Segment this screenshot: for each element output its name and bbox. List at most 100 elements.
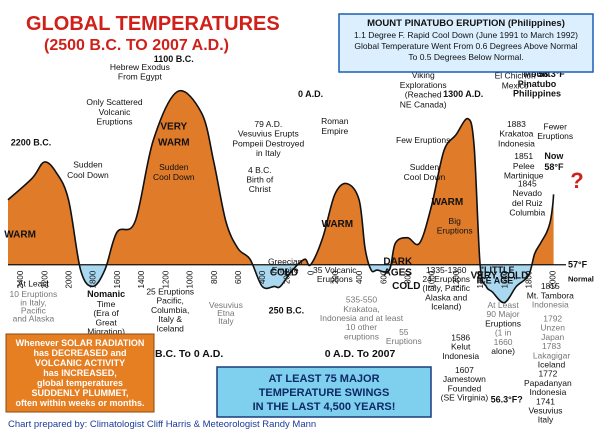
annotation-text: Indonesia [529, 387, 566, 397]
annotation-text: 4 B.C. [248, 165, 272, 175]
annotation-text: Viking [412, 70, 435, 80]
annotation-text: Only Scattered [86, 97, 142, 107]
period-label: WARM [432, 197, 464, 208]
annotation-text: Krakatoa, [343, 304, 379, 314]
annotation-text: eruptions [344, 331, 379, 341]
period-label: VERY [160, 122, 187, 133]
annotation-text: Hebrew Exodus [110, 62, 170, 72]
temperature-swings-box: AT LEAST 75 MAJOR TEMPERATURE SWINGS IN … [216, 366, 432, 418]
swings-line-3: IN THE LAST 4,500 YEARS! [253, 401, 396, 413]
annotation-text: Roman [321, 116, 349, 126]
annotation-text: Migration) [87, 327, 125, 337]
annotation-text: 58°F [544, 162, 564, 172]
annotation-text: Indonesia [442, 351, 479, 361]
annotation-text: (1 in [495, 328, 512, 338]
annotation-text: Now [544, 151, 564, 161]
annotation-text: Eruptions [317, 274, 353, 284]
annotation-text: Pacific, [156, 296, 183, 306]
info-box-line-3: To 0.5 Degrees Below Normal. [408, 52, 523, 62]
annotation-text: Empire [321, 126, 348, 136]
swings-line-2: TEMPERATURE SWINGS [259, 387, 390, 399]
period-label: DARK [383, 257, 413, 268]
annotation-text: and Alaska [13, 314, 55, 324]
cold-area [79, 264, 532, 303]
x-tick-label: 1400 [476, 270, 485, 288]
axis-legend-right: 0 A.D. To 2007 [325, 348, 396, 360]
x-tick-label: 2400 [16, 270, 25, 288]
annotation-text: 35 Volcanic [313, 265, 357, 275]
x-tick-label: 600 [379, 270, 388, 284]
info-box-title: MOUNT PINATUBO ERUPTION (Philippines) [367, 18, 565, 29]
solar-line-2: has DECREASED and [33, 348, 126, 358]
solar-line-5: global temperatures [37, 378, 123, 388]
annotation-text: Fewer [543, 122, 567, 132]
annotation-text: 0 A.D. [298, 89, 323, 99]
annotation-text: 56.3°F? [491, 395, 523, 405]
annotation-text: 1851 [514, 151, 533, 161]
annotation-text: Kelut [451, 342, 471, 352]
annotation-text: Mount [524, 69, 551, 79]
temperature-curve [7, 89, 555, 304]
solar-line-6: SUDDENLY PLUMMET, [31, 388, 128, 398]
annotation-text: At Least [488, 300, 520, 310]
x-tick-label: 1800 [89, 270, 98, 288]
annotation-text: Eruptions [97, 117, 133, 127]
annotation-text: Empire [272, 265, 299, 275]
annotation-text: Nomanic [87, 289, 125, 299]
annotation-text: 1660 [494, 337, 513, 347]
annotation-text: 535-550 [346, 295, 377, 305]
annotation-text: Indonesia and at least [320, 313, 404, 323]
annotation-text: El Chichon [495, 71, 536, 81]
annotation-text: Iceland [156, 323, 184, 333]
x-tick-label: 1400 [137, 270, 146, 288]
annotation-text: Iceland) [431, 302, 461, 312]
baseline-sub-label: Normal [568, 275, 594, 284]
annotation-text: Papadanyan [524, 378, 572, 388]
annotation-text: Pacific [21, 305, 47, 315]
x-tick-label: 200 [331, 270, 340, 284]
annotation-text: 10 Eruptions [10, 289, 58, 299]
annotation-text: in Italy, [20, 297, 46, 307]
annotation-text: Mexico [502, 80, 529, 90]
annotation-text: 1586 [451, 333, 470, 343]
x-axis-ticks: 2400 2200 2000 1800 1600 1400 1200 1000 800 600 40… [16, 270, 558, 288]
annotation-text: 250 B.C. [269, 305, 305, 315]
solar-line-1: Whenever SOLAR RADIATION [16, 338, 145, 348]
annotation-text: 1335-1360 [426, 265, 467, 275]
chart-subtitle: (2500 B.C. TO 2007 A.D.) [44, 37, 229, 54]
annotation-text: 1607 [455, 365, 474, 375]
x-tick-label: 0 [307, 270, 316, 275]
question-mark: ? [570, 168, 583, 193]
baseline-label: 57°F [568, 260, 588, 270]
annotation-text: Founded [448, 383, 482, 393]
x-tick-label: 1600 [113, 270, 122, 288]
period-label: AGES [384, 268, 413, 279]
annotation-text: Explorations [400, 80, 447, 90]
annotation-text: Eruptions [386, 336, 422, 346]
solar-line-7: often within weeks or months. [15, 398, 144, 408]
annotation-text: Pelee [513, 161, 535, 171]
annotation-text: Cool Down [67, 170, 109, 180]
annotation-text: alone) [491, 346, 515, 356]
annotation-text: Big [449, 216, 462, 226]
annotation-text: (Reached [405, 90, 442, 100]
annotation-text: Volcanic [99, 107, 131, 117]
period-label: VERY COLD [471, 270, 529, 281]
annotation-text: "LITTLE [480, 265, 515, 275]
solar-line-3: VOLCANIC ACTIVITY [35, 358, 125, 368]
swings-line-1: AT LEAST 75 MAJOR [268, 373, 379, 385]
chart-credit: Chart prepared by: Climatologist Cliff H… [8, 419, 316, 430]
annotation-text: Eruptions [537, 131, 573, 141]
pinatubo-info-box: MOUNT PINATUBO ERUPTION (Philippines) 1.… [338, 13, 594, 73]
annotation-text: Indonesia [498, 138, 535, 148]
annotation-text: Vesuvius [528, 406, 562, 416]
chart-title: GLOBAL TEMPERATURES [26, 13, 280, 35]
annotation-text: 1883 [507, 119, 526, 129]
annotation-text: Martinique [504, 171, 544, 181]
annotation-text: Columbia, [151, 305, 189, 315]
annotation-text: 1741 [536, 396, 555, 406]
annotation-text: 90 Major [487, 309, 520, 319]
annotation-text: 1815 [541, 281, 560, 291]
period-label: WARM [158, 138, 190, 149]
